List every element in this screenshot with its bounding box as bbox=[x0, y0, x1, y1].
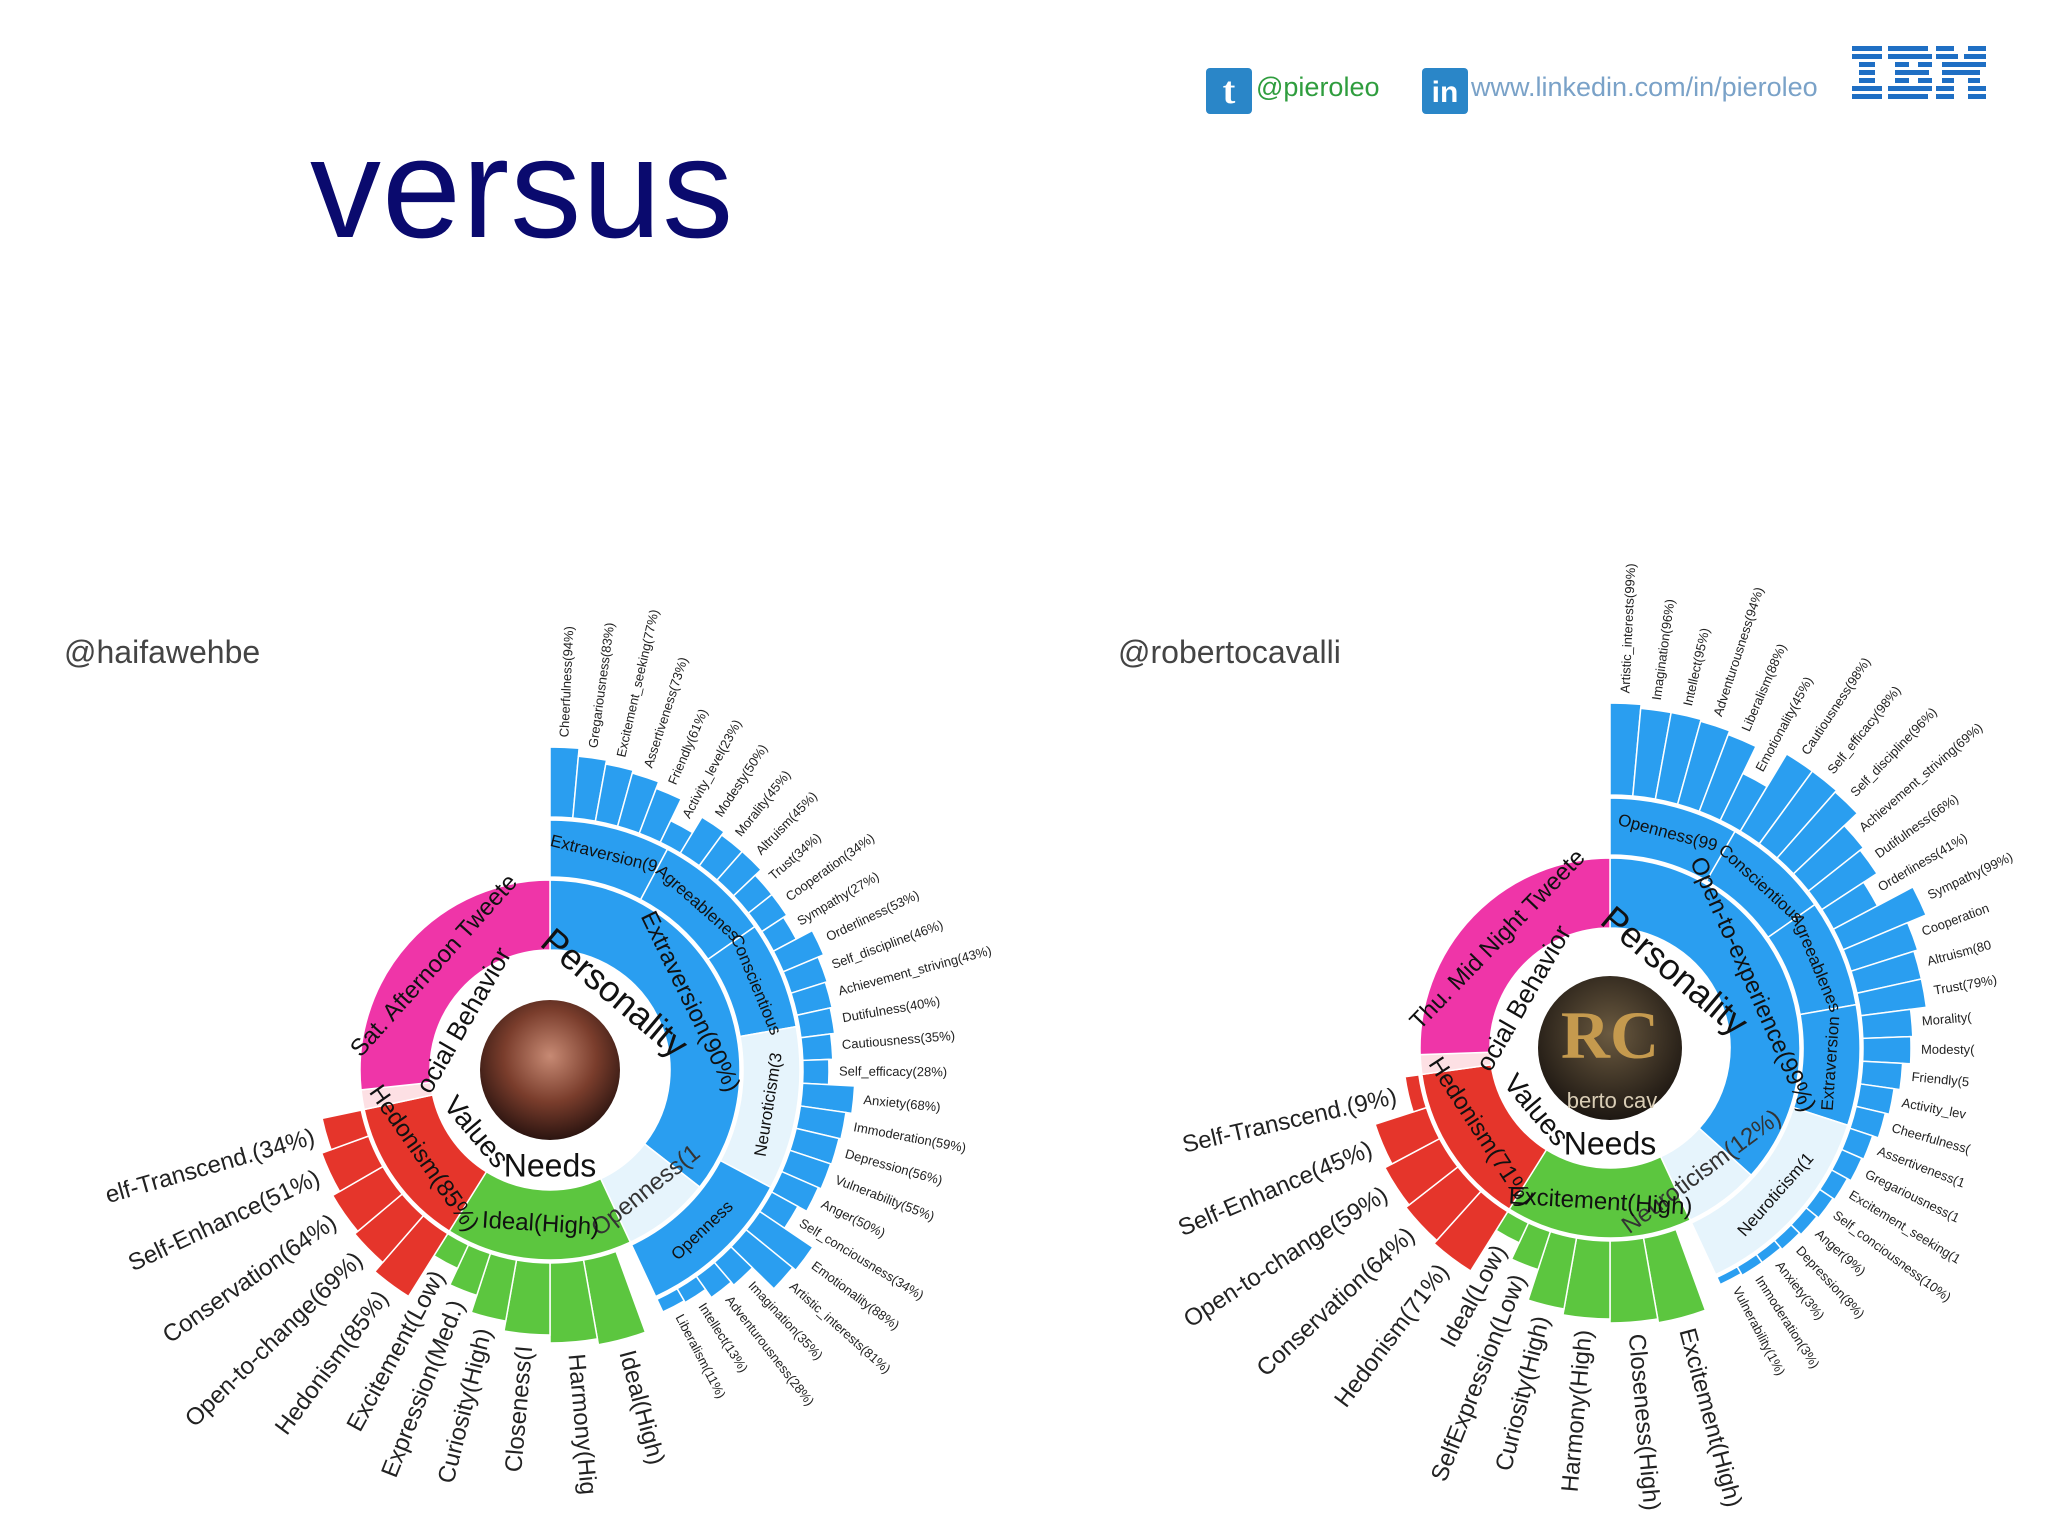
facet-bar-17 bbox=[801, 1058, 830, 1086]
facet-label-1: Imagination(96%) bbox=[1649, 598, 1678, 701]
facet-bar-29 bbox=[1715, 1265, 1743, 1286]
ibm-logo-icon bbox=[1852, 46, 1986, 99]
facet-label-14: Altruism(80 bbox=[1925, 937, 1992, 969]
big5-segment-4 bbox=[1690, 1106, 1849, 1276]
avatar-2-logo: RC berto cav bbox=[1561, 997, 1659, 1113]
middle-segment-5 bbox=[359, 879, 551, 1091]
avatar-2-caption: berto cav bbox=[1567, 1088, 1658, 1113]
profile-handle-1: @haifawehbe bbox=[64, 634, 260, 670]
profile-2: RC berto cav Open-to-experience(99%)Neur… bbox=[1174, 563, 2015, 1512]
linkedin-icon[interactable]: in bbox=[1422, 68, 1468, 114]
avatar-2 bbox=[1538, 976, 1682, 1120]
avatar-1 bbox=[480, 1000, 620, 1140]
profile-1: Extraversion(90%)Openness(1Ideal(High)He… bbox=[102, 608, 993, 1496]
facet-label-2: Intellect(95%) bbox=[1680, 626, 1712, 707]
facet-label-16: Cautiousness(35%) bbox=[841, 1028, 955, 1052]
facet-label-26: Imagination(35%) bbox=[745, 1278, 826, 1363]
facet-label-8: Self_discipline(96%) bbox=[1847, 704, 1939, 799]
header-bar: t @pieroleo in www.linkedin.com/in/piero… bbox=[1200, 62, 2000, 122]
slide-title: versus bbox=[310, 109, 735, 268]
big5-segment-4 bbox=[630, 1159, 772, 1298]
facet-bar-29 bbox=[655, 1287, 686, 1313]
facet-bar-17 bbox=[1861, 1035, 1912, 1065]
profile-handle-2: @robertocavalli bbox=[1118, 634, 1341, 670]
twitter-handle[interactable]: @pieroleo bbox=[1256, 72, 1380, 102]
facet-label-16: Morality( bbox=[1921, 1009, 1973, 1028]
facet-label-18: Friendly(5 bbox=[1911, 1069, 1970, 1090]
segments-1 bbox=[320, 746, 856, 1346]
facet-label-17: Modesty( bbox=[1921, 1042, 1975, 1057]
segments-2 bbox=[1374, 702, 1928, 1324]
facet-bar-16 bbox=[800, 1033, 834, 1062]
middle-segment-0 bbox=[549, 879, 741, 1189]
facet-label-19: Activity_lev bbox=[1901, 1095, 1968, 1122]
middle-segment-5 bbox=[1419, 857, 1611, 1056]
facet-label-19: Immoderation(59%) bbox=[852, 1119, 967, 1155]
needs-label-2: Harmony(High) bbox=[1557, 1329, 1598, 1493]
needs-label-2: Closeness(I bbox=[500, 1345, 538, 1474]
facet-label-15: Trust(79%) bbox=[1933, 972, 1998, 998]
values-bar-4 bbox=[321, 1109, 370, 1151]
values-bar-4 bbox=[1404, 1074, 1428, 1113]
twitter-icon[interactable]: t bbox=[1206, 68, 1252, 114]
facet-label-0: Artistic_interests(99%) bbox=[1617, 563, 1638, 694]
needs-label-0: Ideal(High) bbox=[613, 1347, 669, 1467]
middle-segment-0 bbox=[1609, 857, 1801, 1177]
facet-label-10: Cooperation(34%) bbox=[783, 830, 877, 904]
facet-label-0: Cheerfulness(94%) bbox=[556, 626, 576, 738]
inner-needs-label: Needs bbox=[504, 1147, 597, 1183]
svg-text:RC: RC bbox=[1561, 997, 1659, 1073]
facet-label-15: Dutifulness(40%) bbox=[841, 993, 941, 1025]
needs-label-1: Closeness(High) bbox=[1623, 1333, 1665, 1512]
needs-label-0: Excitement(High) bbox=[1673, 1325, 1747, 1510]
facet-label-18: Anxiety(68%) bbox=[863, 1092, 941, 1114]
facet-label-13: Cooperation bbox=[1919, 900, 1991, 939]
needs-label-1: Harmony(Hig bbox=[563, 1353, 602, 1496]
facet-label-1: Gregariousness(83%) bbox=[585, 622, 617, 749]
inner-needs-label: Needs bbox=[1564, 1125, 1657, 1161]
linkedin-url[interactable]: www.linkedin.com/in/pieroleo bbox=[1471, 72, 1818, 102]
facet-label-17: Self_efficacy(28%) bbox=[839, 1064, 947, 1080]
